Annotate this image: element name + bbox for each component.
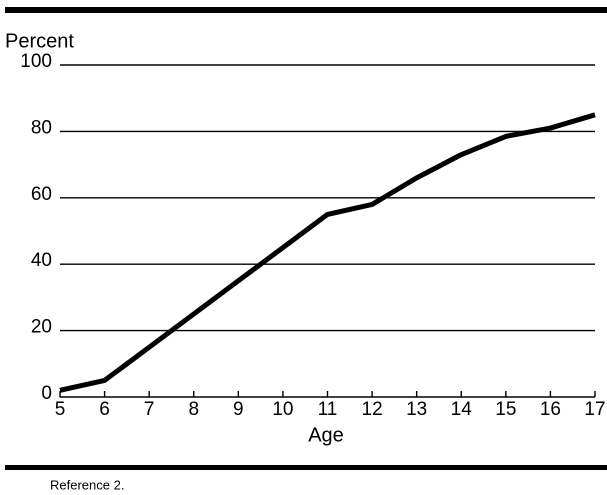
y-tick-label: 40 [31, 250, 52, 271]
x-tick-label: 9 [233, 399, 244, 420]
x-tick-label: 6 [99, 399, 110, 420]
x-tick-label: 7 [144, 399, 155, 420]
x-axis-label: Age [308, 424, 344, 446]
y-tick-label: 80 [31, 117, 52, 138]
x-tick-label: 8 [188, 399, 199, 420]
x-tick-label: 15 [495, 399, 516, 420]
data-line [59, 112, 596, 393]
x-tick-label: 12 [362, 399, 383, 420]
y-tick-label: 20 [31, 317, 52, 338]
x-tick-label: 13 [406, 399, 427, 420]
y-axis-label: Percent [5, 30, 74, 52]
x-tick-label: 5 [55, 399, 66, 420]
footnote: Reference 2. [50, 477, 124, 492]
top-rule [5, 7, 607, 13]
x-tick-label: 14 [451, 399, 473, 420]
x-tick-label: 10 [272, 399, 293, 420]
y-tick-label: 60 [31, 184, 52, 205]
x-tick-label: 16 [540, 399, 561, 420]
y-tick-label: 0 [41, 383, 52, 404]
y-tick-label: 100 [20, 51, 52, 72]
x-tick-label: 17 [584, 399, 605, 420]
x-tick-label: 11 [318, 399, 338, 420]
bottom-rule [5, 465, 607, 470]
